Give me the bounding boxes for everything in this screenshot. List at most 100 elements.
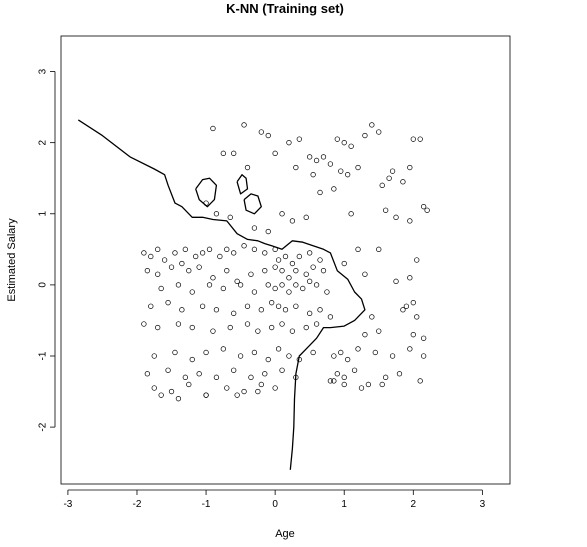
data-point (155, 271, 161, 277)
data-point (168, 264, 175, 270)
data-point (296, 136, 302, 142)
data-point (272, 285, 278, 292)
data-point (338, 349, 344, 356)
data-point (155, 246, 161, 252)
data-point (303, 324, 309, 331)
y-tick-label: -1 (38, 351, 49, 360)
data-point (331, 378, 337, 384)
x-tick-label: -3 (63, 499, 72, 510)
data-point (272, 385, 278, 391)
data-point (275, 346, 282, 352)
data-point (313, 321, 320, 327)
data-point (189, 289, 195, 295)
data-point (400, 179, 406, 185)
data-point (165, 367, 171, 373)
data-point (286, 140, 292, 146)
data-point (234, 278, 240, 284)
data-point (383, 374, 389, 380)
data-point (206, 246, 213, 252)
data-point (265, 356, 271, 363)
data-point (376, 246, 382, 252)
y-tick-label: 2 (38, 139, 49, 145)
data-point (293, 303, 299, 309)
data-point (196, 264, 202, 270)
data-point (334, 371, 340, 377)
data-point (362, 332, 368, 338)
data-point (296, 253, 302, 260)
data-point (300, 285, 306, 292)
data-point (258, 129, 264, 135)
data-point (244, 164, 251, 171)
data-point (148, 303, 154, 309)
data-point (386, 175, 392, 181)
data-point (148, 253, 154, 260)
data-point (248, 271, 254, 277)
data-point (376, 328, 382, 334)
data-point (310, 349, 316, 356)
data-point (414, 314, 420, 320)
data-point (262, 371, 268, 377)
y-axis: -2 -1 0 1 2 3 (38, 68, 56, 432)
y-tick-label: 0 (38, 282, 49, 288)
data-point (369, 314, 375, 320)
data-point (338, 168, 344, 174)
data-point (199, 303, 206, 309)
data-point (424, 207, 430, 213)
data-point (182, 246, 188, 252)
data-point (272, 264, 278, 270)
data-point (358, 385, 365, 391)
data-point (231, 150, 237, 156)
data-point (203, 349, 209, 356)
data-point (362, 271, 368, 277)
data-point (293, 164, 299, 171)
data-point (241, 122, 247, 128)
data-point (389, 353, 396, 359)
data-point (286, 289, 292, 295)
decision-boundary-island (236, 174, 249, 195)
data-point (244, 321, 251, 327)
data-point (407, 275, 413, 281)
data-point (199, 250, 206, 256)
data-point (279, 367, 285, 373)
data-point (175, 321, 182, 327)
data-point (327, 378, 334, 384)
data-point (182, 374, 188, 380)
data-point (376, 129, 382, 135)
data-point (383, 207, 389, 213)
data-point (293, 282, 299, 288)
data-point (279, 321, 285, 327)
data-point (258, 381, 264, 388)
data-point (279, 268, 285, 274)
data-point (310, 172, 316, 178)
data-point (186, 268, 192, 274)
data-point (275, 303, 282, 309)
data-point (307, 154, 313, 160)
data-point (407, 346, 413, 352)
data-point (289, 218, 296, 224)
data-point (206, 282, 213, 288)
data-point (417, 378, 423, 384)
data-point (175, 282, 182, 288)
chart-title: K-NN (Training set) (226, 1, 344, 16)
data-point (151, 385, 157, 391)
data-point (241, 388, 247, 395)
data-point (220, 150, 226, 156)
data-point (251, 225, 258, 231)
x-tick-label: 1 (341, 499, 347, 510)
decision-boundary-group (77, 119, 366, 470)
plot-frame (60, 35, 511, 485)
data-point (307, 278, 313, 284)
data-point (410, 136, 416, 142)
x-tick-label: 2 (411, 499, 417, 510)
y-tick-label: 3 (38, 68, 49, 74)
data-point (286, 353, 292, 359)
data-point (227, 324, 233, 331)
data-point (213, 307, 220, 313)
decision-boundary-island (243, 193, 262, 215)
data-point (144, 268, 150, 274)
data-point (272, 150, 278, 156)
data-point (331, 186, 337, 192)
x-tick-label: -1 (202, 499, 211, 510)
data-point (355, 246, 361, 252)
data-point (389, 168, 396, 174)
